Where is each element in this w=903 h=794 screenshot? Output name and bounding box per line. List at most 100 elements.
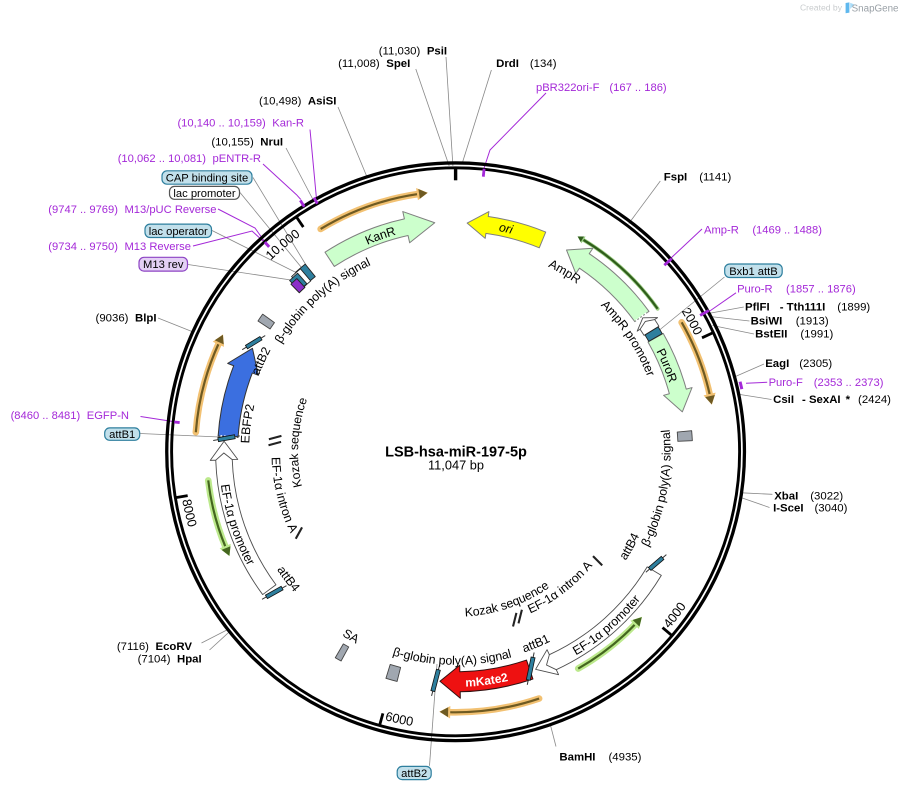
svg-text:a: a — [483, 673, 492, 688]
svg-text:K: K — [289, 478, 304, 489]
svg-text:n: n — [494, 649, 504, 664]
svg-text:BamHI(4935): BamHI (4935) — [559, 752, 641, 764]
svg-text:e: e — [295, 396, 310, 407]
svg-text:a: a — [484, 602, 493, 617]
svg-text:E: E — [238, 435, 252, 444]
svg-text:BsiWI(1913): BsiWI (1913) — [751, 316, 829, 328]
svg-text:b: b — [648, 512, 664, 523]
svg-text:z: z — [288, 466, 303, 474]
svg-text:F: F — [240, 418, 255, 428]
svg-text:o: o — [229, 528, 245, 539]
svg-text:n: n — [659, 439, 673, 446]
svg-text:BstEII(1991): BstEII (1991) — [755, 329, 833, 341]
svg-text:P: P — [241, 410, 256, 420]
svg-text:e: e — [504, 596, 515, 611]
svg-text:i: i — [508, 223, 514, 237]
svg-text:o: o — [445, 654, 453, 668]
svg-text:l: l — [409, 649, 415, 663]
svg-text:FspI(1141): FspI (1141) — [664, 171, 732, 183]
svg-text:α: α — [271, 482, 286, 491]
svg-text:l: l — [283, 320, 296, 331]
svg-text:t: t — [530, 637, 539, 651]
svg-text:n: n — [291, 409, 306, 419]
svg-text:K: K — [475, 674, 485, 689]
svg-text:a: a — [287, 459, 302, 467]
svg-text:t: t — [490, 673, 496, 687]
svg-text:l: l — [645, 524, 659, 532]
svg-text:-: - — [276, 329, 290, 340]
svg-text:l: l — [656, 485, 670, 490]
svg-text:t: t — [278, 569, 292, 580]
svg-text:s: s — [499, 598, 509, 613]
svg-text:e: e — [493, 671, 502, 686]
svg-text:o: o — [412, 650, 422, 665]
svg-text:(7104)HpaI: (7104) HpaI — [138, 654, 202, 666]
svg-text:Puro-R(1857 .. 1876): Puro-R (1857 .. 1876) — [737, 284, 856, 296]
svg-text:t: t — [621, 543, 635, 553]
svg-text:t: t — [253, 358, 267, 367]
svg-text:t: t — [280, 571, 294, 582]
svg-text:A: A — [464, 653, 474, 667]
svg-text:n: n — [428, 652, 437, 667]
svg-text:A: A — [658, 467, 673, 478]
svg-text:PflFI- Tth111I(1899): PflFI - Tth111I (1899) — [745, 302, 870, 314]
svg-text:g: g — [660, 445, 674, 452]
svg-text:l: l — [658, 429, 672, 433]
svg-text:r: r — [228, 524, 243, 532]
svg-text:lac promoter: lac promoter — [173, 188, 235, 200]
svg-text:E: E — [269, 457, 283, 466]
svg-text:o: o — [646, 518, 662, 530]
svg-text:y: y — [455, 654, 462, 668]
svg-text:lac operator: lac operator — [149, 226, 208, 238]
svg-text:DrdI(134): DrdI (134) — [496, 58, 557, 70]
svg-text:l: l — [507, 647, 513, 661]
svg-text:e: e — [287, 437, 301, 445]
svg-text:M13 rev: M13 rev — [143, 259, 184, 271]
svg-text:y: y — [657, 478, 672, 487]
svg-text:b: b — [418, 651, 427, 666]
svg-text:): ) — [659, 464, 673, 469]
svg-text:i: i — [425, 652, 430, 666]
svg-text:t: t — [276, 500, 291, 508]
svg-text:pBR322ori-F(167 .. 186): pBR322ori-F (167 .. 186) — [536, 82, 667, 94]
svg-text:2: 2 — [242, 403, 257, 413]
svg-text:u: u — [516, 591, 528, 607]
svg-text:o: o — [472, 604, 480, 619]
svg-text:t: t — [527, 638, 536, 653]
svg-text:a: a — [500, 647, 510, 662]
svg-text:r: r — [243, 557, 257, 567]
svg-text:attB2: attB2 — [401, 768, 427, 780]
svg-text:(10,062 .. 10,081)pENTR-R: (10,062 .. 10,081) pENTR-R — [118, 153, 261, 165]
svg-text:t: t — [251, 361, 265, 370]
svg-text:p: p — [654, 494, 669, 504]
svg-text:o: o — [498, 220, 508, 235]
svg-text:o: o — [661, 364, 677, 376]
svg-text:r: r — [504, 222, 512, 237]
svg-text:(8460 .. 8481)EGFP-N: (8460 .. 8481) EGFP-N — [11, 410, 129, 422]
svg-text:r: r — [660, 361, 675, 370]
svg-text:CsiI- SexAI*(2424): CsiI - SexAI * (2424) — [773, 394, 891, 406]
svg-text:k: k — [287, 452, 301, 460]
svg-text:EagI(2305): EagI (2305) — [765, 358, 832, 370]
svg-text:s: s — [479, 652, 487, 667]
svg-text:11,047 bp: 11,047 bp — [428, 458, 484, 473]
svg-text:α: α — [223, 508, 238, 518]
svg-text:o: o — [278, 507, 293, 518]
svg-text:q: q — [288, 430, 303, 438]
svg-text:m: m — [232, 534, 249, 549]
svg-text:p: p — [438, 653, 446, 668]
svg-text:(10,498)AsiSI: (10,498) AsiSI — [259, 96, 336, 108]
svg-text:r: r — [643, 369, 658, 378]
svg-text:i: i — [274, 491, 288, 497]
svg-text:n: n — [378, 227, 389, 243]
svg-text:B: B — [239, 426, 254, 435]
svg-text:o: o — [288, 471, 303, 480]
svg-text:z: z — [478, 603, 486, 618]
svg-text:p: p — [226, 518, 241, 529]
svg-text:t: t — [239, 549, 253, 559]
svg-text:l: l — [452, 654, 455, 668]
svg-text:g: g — [402, 648, 412, 663]
svg-text:CAP binding site: CAP binding site — [166, 173, 249, 185]
svg-text:a: a — [249, 365, 265, 377]
svg-text:F: F — [269, 464, 284, 473]
